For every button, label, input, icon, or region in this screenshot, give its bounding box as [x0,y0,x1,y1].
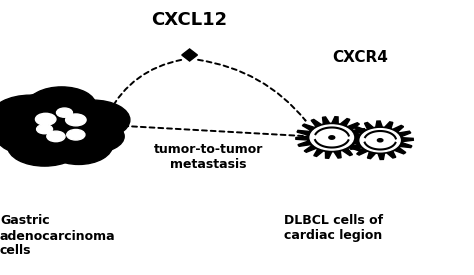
Text: DLBCL cells of
cardiac legion: DLBCL cells of cardiac legion [284,214,383,243]
Ellipse shape [45,125,113,164]
Ellipse shape [36,113,56,125]
Ellipse shape [62,120,124,153]
Ellipse shape [47,131,65,142]
Ellipse shape [0,118,64,155]
Text: CXCR4: CXCR4 [332,50,388,65]
Polygon shape [296,117,368,158]
FancyArrowPatch shape [198,60,305,120]
Ellipse shape [27,87,96,123]
Text: CXCL12: CXCL12 [152,11,228,29]
Polygon shape [182,49,197,61]
Ellipse shape [19,92,82,125]
Ellipse shape [67,130,85,140]
Circle shape [377,139,383,142]
FancyArrowPatch shape [109,60,181,113]
Text: Gastric
adenocarcinoma
cells: Gastric adenocarcinoma cells [0,214,116,257]
FancyArrowPatch shape [113,125,303,136]
Ellipse shape [36,125,53,134]
Ellipse shape [8,126,82,166]
Ellipse shape [13,98,110,155]
Ellipse shape [0,95,70,138]
Ellipse shape [56,100,130,140]
Circle shape [360,129,400,152]
Circle shape [310,125,354,150]
Ellipse shape [65,114,86,126]
Text: tumor-to-tumor
metastasis: tumor-to-tumor metastasis [154,143,263,171]
Ellipse shape [56,108,73,117]
Polygon shape [347,121,413,160]
Circle shape [329,136,335,139]
